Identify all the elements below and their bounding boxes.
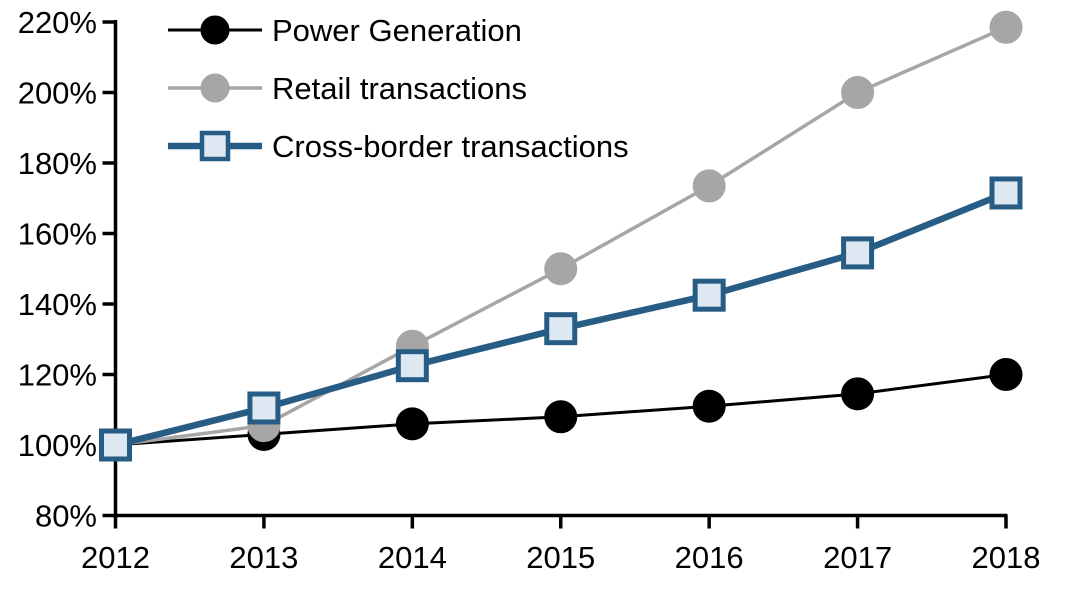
data-point-0-2015 <box>544 400 578 434</box>
y-tick-label: 80% <box>35 498 97 533</box>
x-tick-label: 2012 <box>81 540 150 575</box>
y-tick-label: 160% <box>18 216 97 251</box>
series <box>99 10 1023 462</box>
series-1 <box>99 10 1023 462</box>
x-tick-label: 2013 <box>229 540 298 575</box>
legend-marker-cross-border-transactions <box>199 130 231 162</box>
legend-item-power-generation: Power Generation <box>168 13 522 48</box>
y-tick-label: 220% <box>18 5 97 40</box>
y-tick-label: 140% <box>18 287 97 322</box>
data-point-1-2016 <box>692 169 726 203</box>
legend-marker-power-generation <box>200 15 230 45</box>
x-tick-label: 2014 <box>378 540 447 575</box>
data-point-2-2014 <box>395 349 429 383</box>
data-point-2-2012 <box>99 428 132 462</box>
legend-marker-retail-transactions <box>200 73 230 103</box>
x-tick-label: 2015 <box>526 540 595 575</box>
y-tick-label: 100% <box>18 428 97 463</box>
legend-item-cross-border-transactions: Cross-border transactions <box>168 129 629 164</box>
series-2 <box>99 176 1023 462</box>
legend-item-retail-transactions: Retail transactions <box>168 71 527 106</box>
data-point-1-2018 <box>989 10 1023 44</box>
legend-label-power-generation: Power Generation <box>272 13 522 48</box>
series-0 <box>99 358 1023 462</box>
x-tick-label: 2018 <box>972 540 1041 575</box>
data-point-0-2014 <box>395 407 429 441</box>
y-tick-label: 180% <box>18 146 97 181</box>
data-point-0-2017 <box>841 377 875 411</box>
data-point-1-2015 <box>544 252 578 286</box>
x-tick-label: 2017 <box>823 540 892 575</box>
data-point-1-2017 <box>841 76 875 109</box>
legend: Power Generation Retail transactions Cro… <box>168 13 629 164</box>
data-point-2-2017 <box>841 236 875 270</box>
legend-label-cross-border-transactions: Cross-border transactions <box>272 129 629 164</box>
data-point-2-2013 <box>247 391 281 425</box>
y-tick-label: 200% <box>18 75 97 110</box>
data-point-0-2016 <box>692 389 726 423</box>
data-point-2-2018 <box>989 176 1023 210</box>
legend-label-retail-transactions: Retail transactions <box>272 71 527 106</box>
y-tick-label: 120% <box>18 357 97 392</box>
data-point-0-2018 <box>989 358 1023 391</box>
data-point-2-2015 <box>544 312 578 346</box>
axes: 220% 200% 180% 160% 140% 120% 100% 80% 2012 2013 2… <box>18 5 1041 575</box>
x-tick-label: 2016 <box>675 540 744 575</box>
data-point-2-2016 <box>692 278 726 312</box>
